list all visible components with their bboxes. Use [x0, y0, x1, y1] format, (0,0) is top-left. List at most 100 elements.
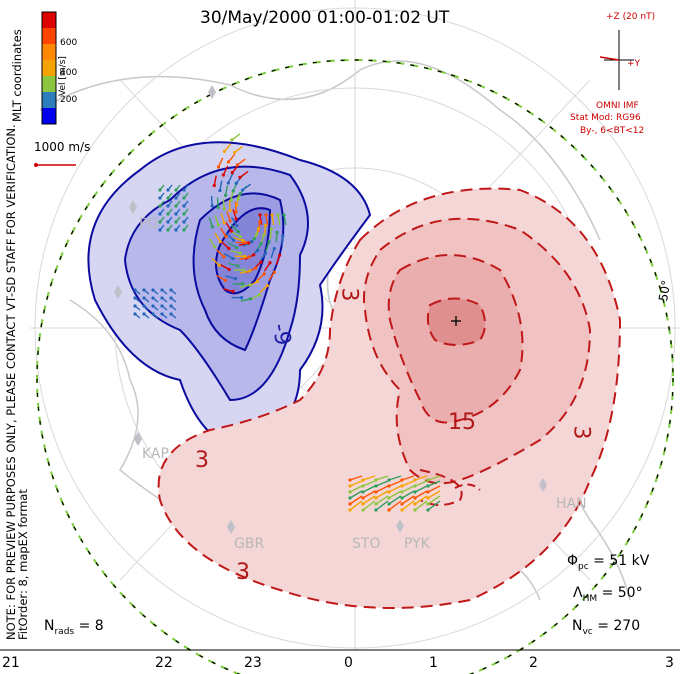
velocity-vector-origin: [413, 478, 417, 482]
velocity-vector-origin: [142, 312, 146, 316]
velocity-vector-origin: [243, 254, 247, 258]
velocity-vector-origin: [210, 225, 214, 229]
velocity-vector-origin: [413, 502, 417, 506]
velocity-vector-origin: [426, 496, 430, 500]
velocity-vector: [213, 175, 217, 186]
velocity-vector-origin: [275, 230, 279, 234]
velocity-vector-origin: [387, 478, 391, 482]
velocity-vector-origin: [252, 236, 257, 241]
velocity-vector-origin: [222, 221, 226, 225]
velocity-vector-origin: [281, 234, 285, 238]
station-sto: STO: [352, 536, 381, 552]
velocity-vector: [427, 485, 441, 493]
station-pgr: PG: [139, 216, 159, 232]
velocity-vector: [375, 495, 389, 505]
velocity-vector-origin: [361, 496, 365, 500]
imf-z-label: +Z (20 nT): [606, 12, 656, 22]
velocity-vector-origin: [151, 304, 155, 308]
velocity-vector-origin: [169, 304, 173, 308]
velocity-vector: [220, 263, 230, 271]
mlt-tick-2: 2: [529, 655, 538, 671]
map-title: 30/May/2000 01:00-01:02 UT: [200, 8, 450, 28]
station-pyk: PYK: [404, 536, 430, 552]
velocity-vector-origin: [256, 226, 261, 231]
velocity-vector: [362, 475, 376, 481]
velocity-vector-origin: [174, 188, 178, 192]
velocity-vector-origin: [400, 490, 404, 494]
velocity-vector: [375, 490, 389, 499]
velocity-vector-origin: [133, 296, 137, 300]
velocity-vector-origin: [241, 282, 245, 286]
velocity-vector: [271, 214, 275, 225]
velocity-vector-origin: [361, 478, 365, 482]
imf-model: Stat Mod: RG96: [570, 113, 641, 123]
velocity-vector: [223, 288, 234, 293]
velocity-vector-origin: [348, 484, 352, 488]
velocity-vector: [225, 222, 232, 232]
velocity-vector-origin: [263, 223, 268, 227]
velocity-vector: [414, 480, 428, 487]
velocity-vector: [414, 490, 428, 499]
velocity-vector: [230, 249, 241, 254]
velocity-vector-origin: [216, 165, 221, 169]
velocity-vector-origin: [166, 204, 170, 208]
imf-dial: [599, 30, 634, 90]
velocity-vector-origin: [361, 490, 365, 494]
potential-max-marker: [451, 316, 461, 326]
velocity-vector: [401, 490, 415, 499]
velocity-vector: [375, 480, 389, 487]
velocity-vector-origin: [213, 245, 217, 249]
contour-label-3-d: 3: [236, 560, 250, 585]
reference-vector: [34, 163, 76, 167]
velocity-vector-origin: [348, 490, 352, 494]
velocity-vector-origin: [133, 288, 137, 292]
velocity-vector-origin: [133, 304, 137, 308]
velocity-vector-origin: [259, 260, 263, 264]
velocity-vector: [233, 237, 244, 242]
velocity-vector-origin: [212, 183, 216, 188]
velocity-vector: [239, 170, 249, 178]
velocity-vector: [223, 143, 232, 152]
velocity-vector-origin: [268, 261, 272, 265]
velocity-vector: [277, 214, 281, 225]
velocity-vector-origin: [158, 196, 162, 200]
velocity-vector-origin: [230, 138, 234, 142]
radar-count: Nrads = 8: [44, 618, 104, 637]
velocity-vector: [414, 485, 428, 493]
velocity-vector: [388, 495, 402, 505]
velocity-tick-200: 200: [60, 95, 78, 105]
velocity-vector: [375, 485, 389, 493]
velocity-vector-origin: [238, 251, 243, 255]
velocity-vector-origin: [400, 502, 404, 506]
velocity-vector-origin: [231, 238, 236, 242]
velocity-vector-origin: [244, 240, 248, 245]
velocity-vector-origin: [252, 253, 256, 257]
velocity-vector: [275, 255, 281, 265]
velocity-vector-origin: [222, 255, 226, 259]
velocity-vector-origin: [160, 296, 164, 300]
velocity-vector-origin: [238, 175, 242, 180]
velocity-vector: [375, 475, 389, 481]
contour-label-3-a: 3: [336, 287, 362, 302]
velocity-vector-origin: [217, 263, 221, 267]
velocity-vector-origin: [166, 212, 170, 216]
velocity-vector-origin: [227, 267, 231, 272]
mlt-tick-23: 23: [244, 655, 262, 671]
velocity-vector: [226, 211, 231, 222]
velocity-vector-origin: [174, 228, 178, 232]
velocity-vector-origin: [426, 508, 430, 512]
cross-polar-potential: Φpc = 51 kV: [567, 553, 650, 572]
velocity-vector: [259, 252, 267, 262]
velocity-vector: [236, 158, 246, 166]
velocity-vector: [401, 475, 415, 481]
velocity-vector: [219, 180, 223, 191]
velocity-vector: [401, 480, 415, 487]
velocity-vector-origin: [182, 228, 186, 232]
velocity-vector: [216, 274, 226, 281]
velocity-vector: [349, 475, 363, 481]
velocity-vector: [231, 133, 241, 141]
reference-vector-label: 1000 m/s: [34, 140, 91, 154]
velocity-vector: [263, 225, 267, 236]
velocity-vector: [221, 241, 230, 250]
velocity-vector-origin: [235, 203, 239, 207]
